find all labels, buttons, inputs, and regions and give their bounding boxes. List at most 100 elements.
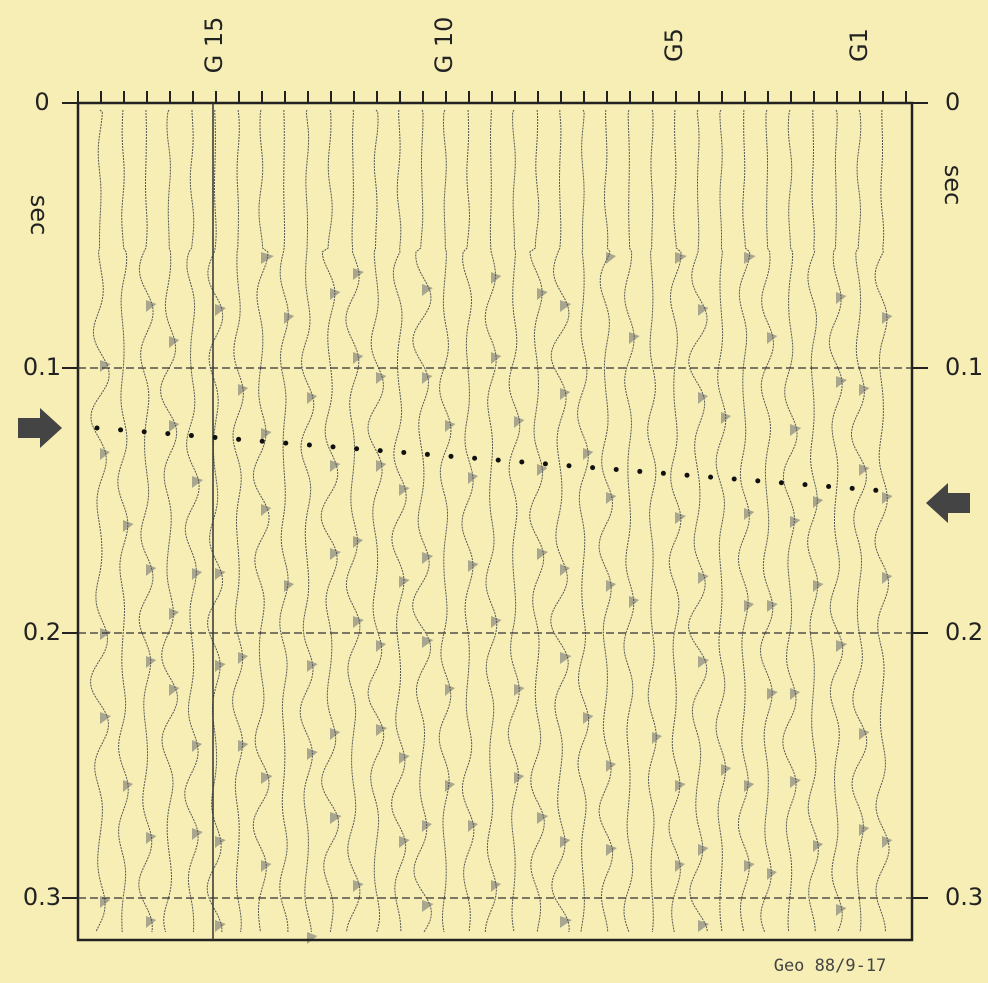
trace (550, 109, 570, 933)
frame (76, 101, 914, 942)
trace-lobe (376, 460, 387, 472)
trace-lobe (698, 656, 710, 668)
trace (737, 109, 751, 933)
pick (472, 455, 478, 461)
trace-lobe (514, 772, 525, 784)
trace (299, 109, 315, 933)
pick (519, 459, 525, 465)
trace (90, 109, 110, 933)
trace-lobe (146, 564, 157, 576)
trace-lobe (307, 392, 318, 404)
trace-lobe (330, 812, 342, 824)
trace-lobe (859, 824, 870, 836)
trace (320, 109, 340, 933)
trace-lobe (744, 252, 756, 264)
trace-lobe (836, 640, 848, 652)
trace-lobe (560, 388, 571, 400)
trace-lobe (859, 728, 870, 740)
trace-lobe (169, 608, 180, 620)
trace-lobe (284, 580, 295, 592)
trace (828, 109, 844, 933)
arrow-left (18, 408, 62, 448)
trace-lobe (629, 332, 640, 344)
trace (232, 109, 244, 933)
trace-lobe (445, 780, 456, 792)
trace-lobe (698, 920, 710, 932)
trace (412, 109, 432, 933)
pick (448, 453, 454, 459)
trace-lobe (422, 636, 434, 648)
trace (577, 109, 590, 933)
trace-lobe (100, 712, 112, 724)
pick (542, 461, 548, 467)
trace (160, 109, 178, 933)
pick (708, 474, 714, 480)
trace-lobe (422, 820, 432, 832)
trace (391, 109, 407, 933)
arrow-right (926, 483, 970, 523)
pick (283, 440, 289, 446)
trace-lobe (353, 880, 364, 892)
pick (873, 487, 879, 493)
trace-lobe (606, 252, 617, 264)
pick (259, 438, 265, 444)
trace-lobe (560, 300, 572, 312)
trace-lobe (146, 916, 157, 928)
traces (90, 109, 893, 944)
trace-lobe (744, 508, 755, 520)
trace-lobe (169, 684, 180, 696)
trace-lobe (399, 484, 410, 496)
trace-lobe (859, 464, 870, 476)
trace-lobe (698, 392, 709, 404)
trace-lobe (422, 552, 434, 564)
trace-lobe (606, 844, 617, 856)
trace-lobe (169, 336, 180, 348)
trace-lobe (261, 504, 272, 516)
trace-lobe (146, 656, 157, 668)
trace (851, 109, 868, 933)
pick (826, 484, 832, 490)
trace-lobe (330, 460, 341, 472)
tick-label: 0.2 (945, 618, 983, 646)
trace-lobe (537, 548, 548, 560)
left-axis-label: sec (25, 195, 53, 235)
trace-lobe (468, 560, 479, 572)
trace-lobe (353, 616, 364, 628)
trace (461, 109, 475, 933)
trace-lobe (353, 536, 364, 548)
trace-lobe (560, 652, 572, 664)
trace-lobe (491, 352, 502, 364)
trace-label: G 15 (200, 17, 228, 74)
trace-lobe (330, 548, 341, 560)
trace-lobe (284, 312, 295, 324)
pick (849, 485, 855, 491)
trace-lobe (215, 304, 226, 316)
trace-lobe (721, 764, 732, 776)
pick (330, 444, 336, 450)
trace (438, 109, 452, 933)
trace-lobe (100, 628, 112, 640)
trace-lobe (813, 496, 824, 508)
trace-lobe (100, 448, 110, 460)
pick (566, 463, 572, 469)
trace-lobe (192, 568, 203, 580)
pick (354, 446, 360, 452)
pick (731, 476, 737, 482)
trace-lobe (606, 492, 617, 504)
trace (874, 109, 890, 933)
trace-lobe (813, 840, 824, 852)
trace-lobe (491, 272, 502, 284)
trace-lobe (744, 600, 755, 612)
trace (688, 109, 708, 933)
trace-lobe (100, 360, 111, 372)
pick (613, 467, 619, 473)
tick-label: 0.3 (23, 883, 61, 911)
trace (598, 109, 614, 933)
right-axis-label: sec (939, 165, 967, 205)
trace-lobe (652, 732, 662, 744)
tick-label: 0.2 (23, 618, 61, 646)
trace-lobe (146, 300, 157, 312)
